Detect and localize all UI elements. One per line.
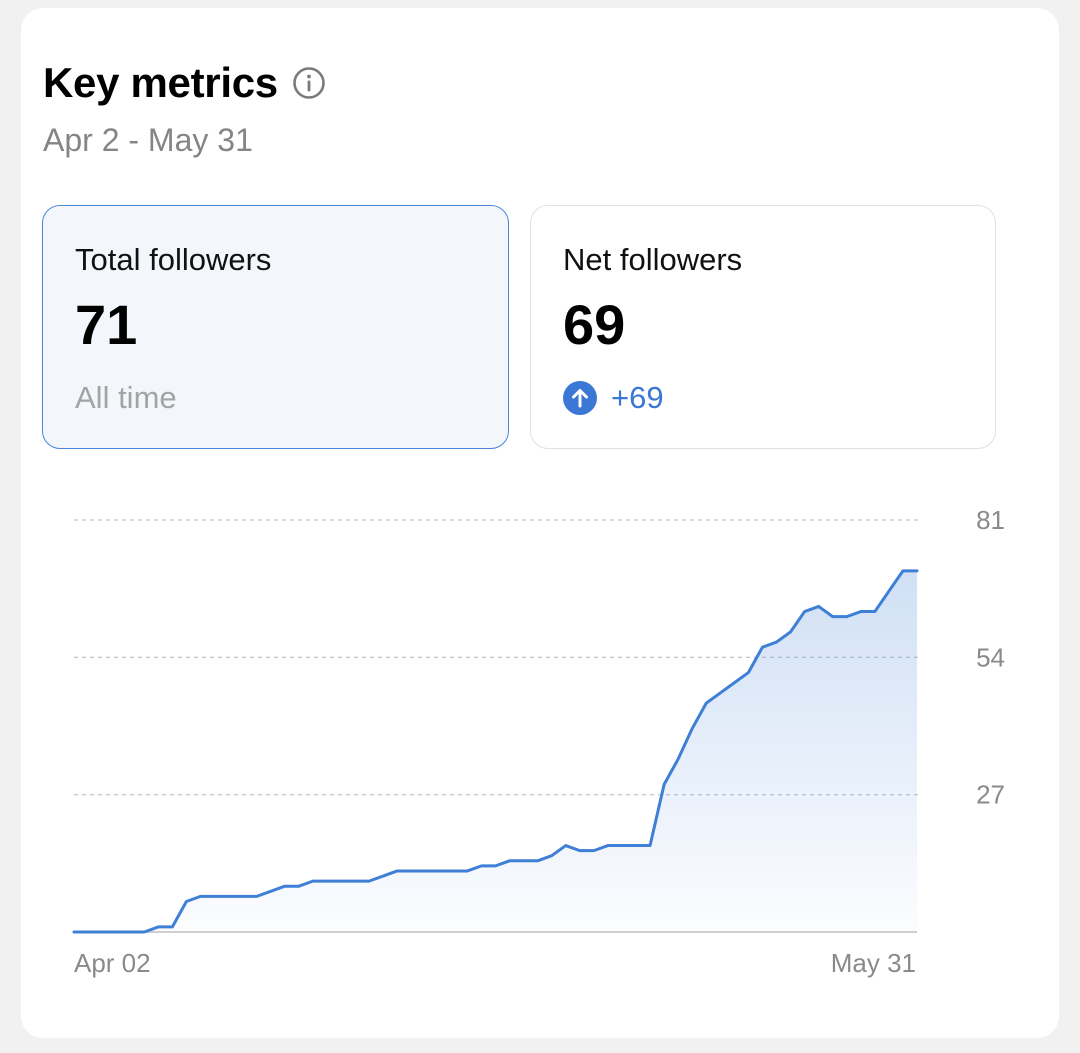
followers-area [74,570,917,932]
y-tick-label: 81 [976,505,1005,535]
x-tick-label-end: May 31 [831,948,916,978]
y-tick-label: 27 [976,780,1005,810]
card-title: Key metrics [43,59,278,106]
date-range: Apr 2 - May 31 [43,122,253,158]
net-followers-change: +69 [563,378,963,418]
y-tick-label: 54 [976,642,1005,672]
title-row: Key metrics [43,58,326,108]
total-followers-value: 71 [75,293,138,356]
card-header: Key metrics Apr 2 - May 31 [43,58,326,159]
total-followers-tile[interactable]: Total followers 71 All time [42,205,509,449]
net-followers-label: Net followers [563,242,743,277]
info-icon[interactable] [292,66,326,100]
x-tick-label-start: Apr 02 [74,948,151,978]
arrow-up-circle-icon [563,381,597,415]
total-followers-label: Total followers [75,242,272,277]
net-followers-tile[interactable]: Net followers 69 +69 [530,205,996,449]
net-followers-value: 69 [563,293,626,356]
total-followers-period: All time [75,380,177,415]
net-followers-change-value: +69 [611,380,664,415]
followers-series-line [72,569,919,934]
